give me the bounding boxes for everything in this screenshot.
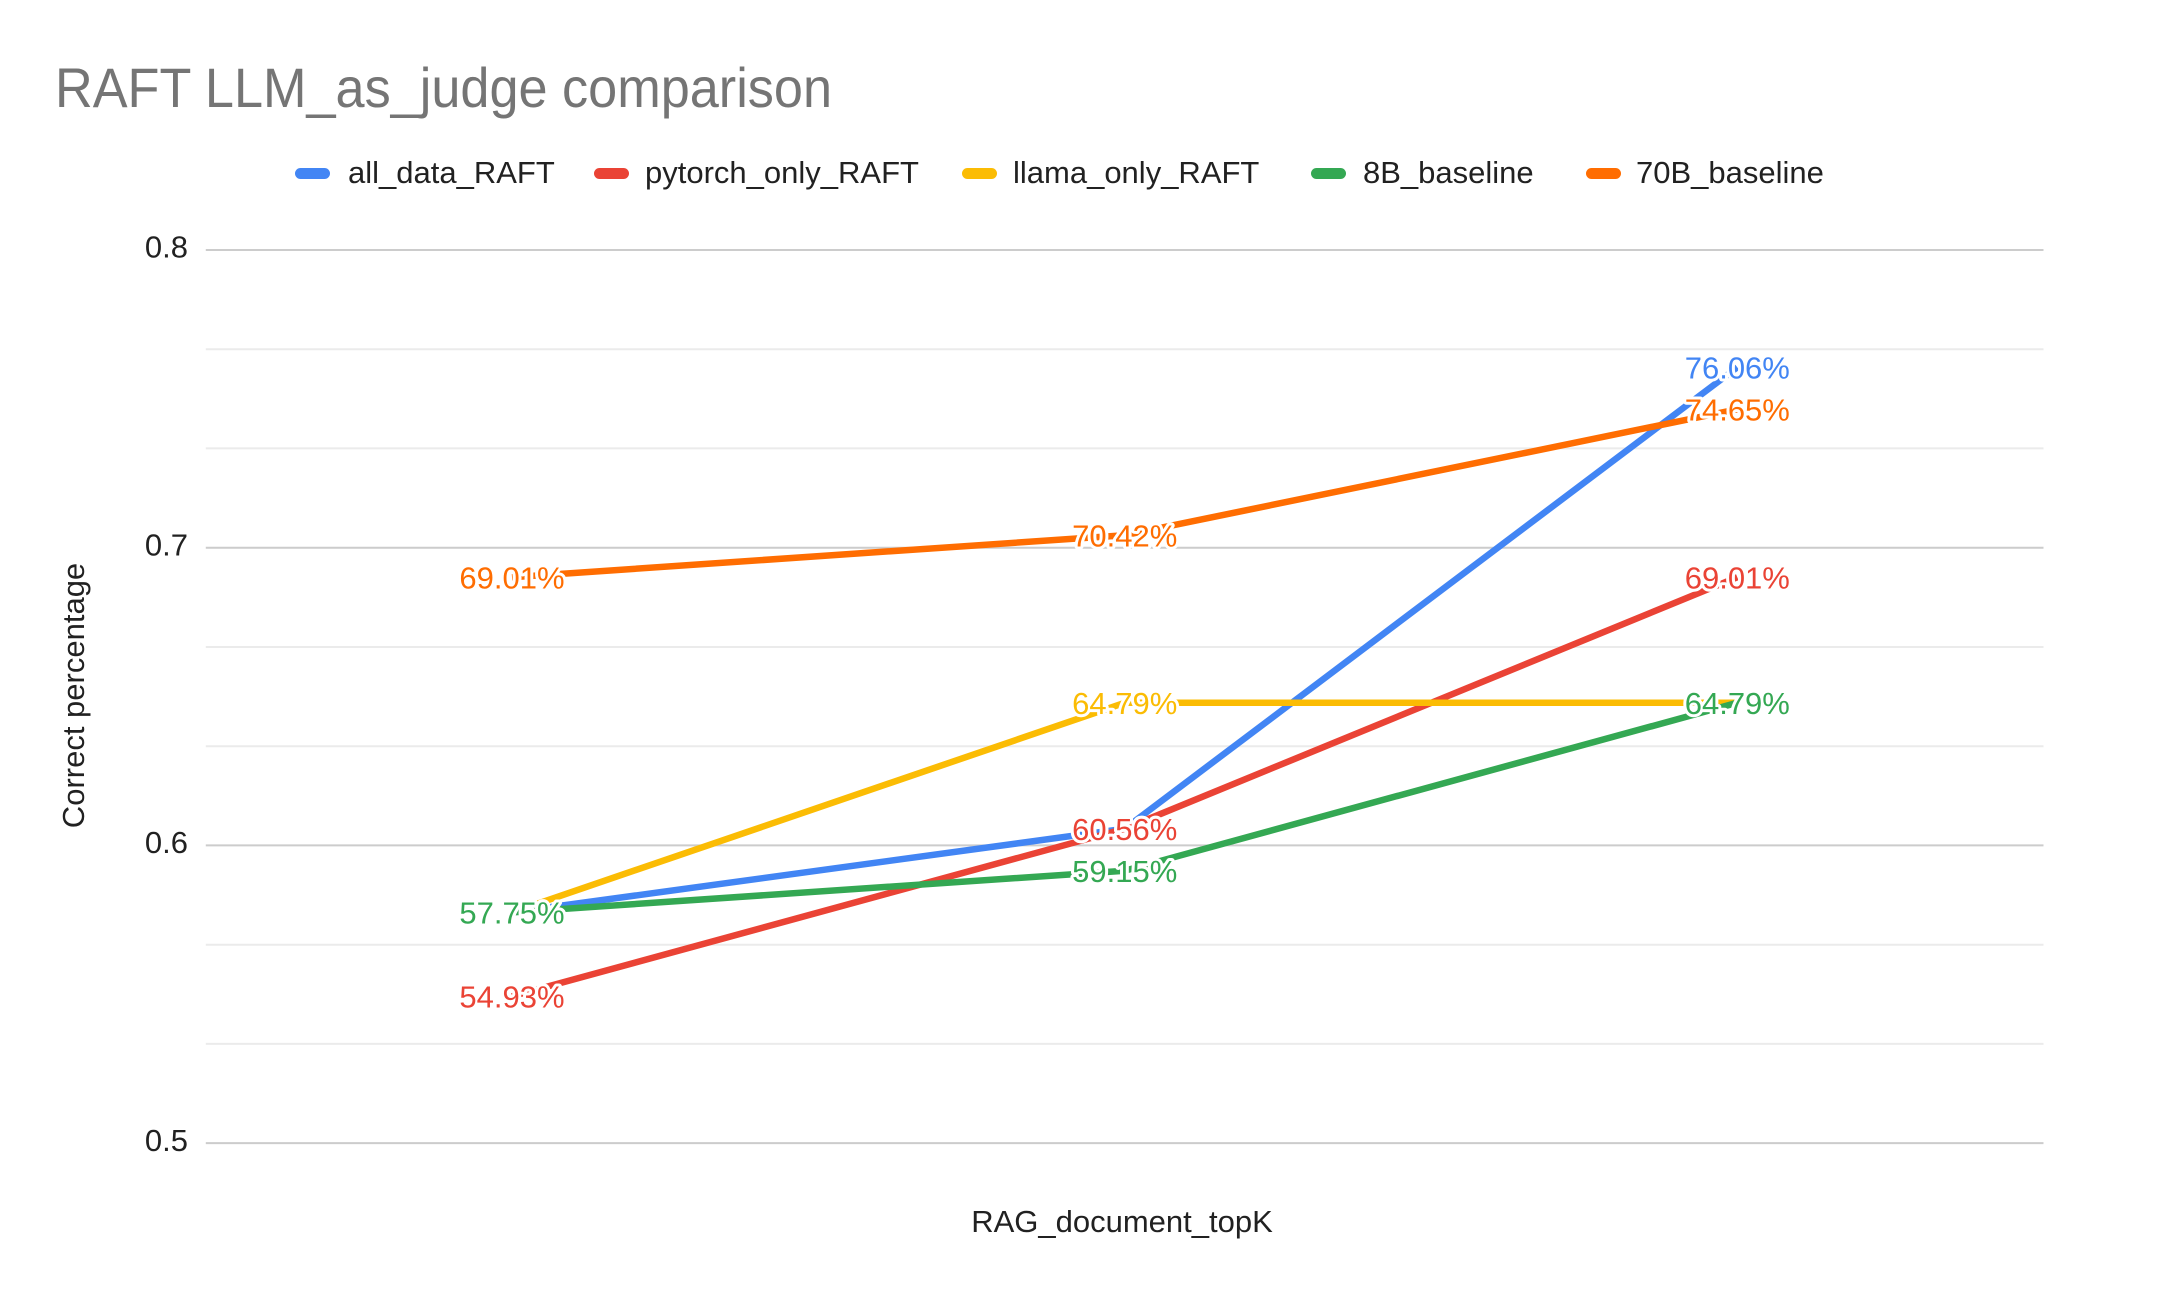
svg-text:70.42%: 70.42% — [1072, 518, 1177, 553]
svg-text:69.01%: 69.01% — [459, 560, 564, 595]
svg-text:0.5: 0.5 — [145, 1123, 188, 1158]
svg-text:74.65%: 74.65% — [1685, 392, 1790, 427]
svg-text:64.79%: 64.79% — [1072, 686, 1177, 721]
svg-text:Correct percentage: Correct percentage — [56, 563, 91, 828]
svg-text:0.8: 0.8 — [145, 230, 188, 265]
svg-text:57.75%: 57.75% — [459, 896, 564, 931]
svg-text:57.75%: 57.75% — [459, 896, 564, 931]
svg-text:76.06%: 76.06% — [1685, 350, 1790, 385]
svg-text:69.01%: 69.01% — [1685, 560, 1790, 595]
svg-text:llama_only_RAFT: llama_only_RAFT — [1013, 155, 1259, 190]
svg-text:all_data_RAFT: all_data_RAFT — [348, 155, 555, 190]
svg-text:RAG_document_topK: RAG_document_topK — [971, 1204, 1273, 1239]
svg-text:54.93%: 54.93% — [459, 979, 564, 1014]
svg-text:64.79%: 64.79% — [1685, 686, 1790, 721]
svg-text:pytorch_only_RAFT: pytorch_only_RAFT — [645, 155, 919, 190]
svg-text:8B_baseline: 8B_baseline — [1363, 155, 1534, 190]
svg-text:0.7: 0.7 — [145, 527, 188, 562]
svg-text:60.56%: 60.56% — [1072, 812, 1177, 847]
svg-text:0.6: 0.6 — [145, 825, 188, 860]
svg-text:59.15%: 59.15% — [1072, 854, 1177, 889]
svg-text:RAFT LLM_as_judge comparison: RAFT LLM_as_judge comparison — [55, 56, 832, 119]
svg-text:60.56%: 60.56% — [1072, 812, 1177, 847]
svg-text:70B_baseline: 70B_baseline — [1636, 155, 1824, 190]
